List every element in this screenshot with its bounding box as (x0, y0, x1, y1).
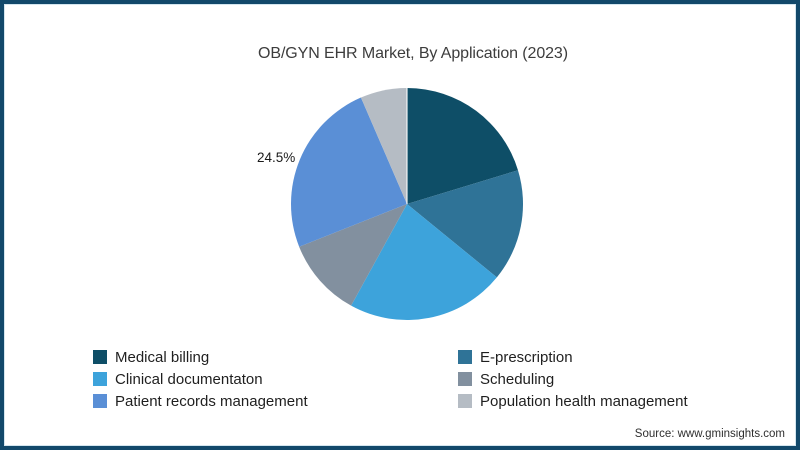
pie-slice-3 (299, 204, 407, 306)
legend-item: Population health management (458, 392, 688, 410)
legend-label: E-prescription (480, 348, 573, 366)
pie-slice-4 (291, 97, 407, 247)
source-text: Source: www.gminsights.com (634, 428, 785, 440)
legend: Medical billing E-prescription Clinical do… (93, 348, 688, 410)
legend-swatch (93, 372, 107, 386)
legend-label: Population health management (480, 392, 688, 410)
pie-slice-2 (351, 204, 497, 320)
legend-item: Scheduling (458, 370, 688, 388)
pie-slice-5 (360, 88, 407, 204)
legend-item: E-prescription (458, 348, 688, 366)
legend-swatch (458, 394, 472, 408)
legend-swatch (458, 372, 472, 386)
legend-swatch (93, 394, 107, 408)
chart-title: OB/GYN EHR Market, By Application (2023) (258, 45, 568, 62)
legend-item: Medical billing (93, 348, 458, 366)
pie-slice-1 (407, 170, 523, 278)
legend-label: Patient records management (115, 392, 308, 410)
pie-slice-0 (407, 88, 518, 204)
legend-swatch (93, 350, 107, 364)
legend-label: Clinical documentaton (115, 370, 263, 388)
pie-chart (291, 88, 523, 320)
legend-swatch (458, 350, 472, 364)
legend-item: Patient records management (93, 392, 458, 410)
legend-label: Medical billing (115, 348, 210, 366)
slice-percentage-label: 24.5% (257, 150, 296, 165)
legend-item: Clinical documentaton (93, 370, 458, 388)
legend-label: Scheduling (480, 370, 555, 388)
